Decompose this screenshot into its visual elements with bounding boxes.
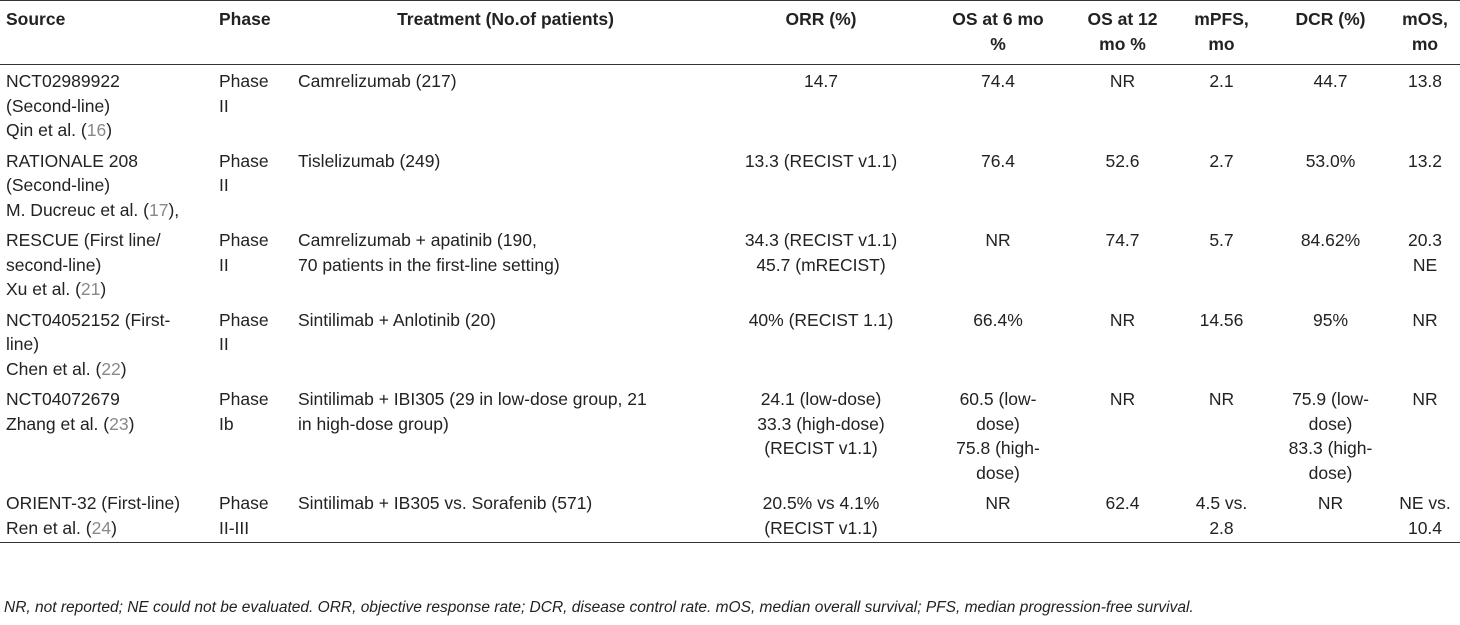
header-os6: OS at 6 mo % <box>952 9 1044 54</box>
cell-treatment: Camrelizumab (217) <box>298 71 457 91</box>
cell-mpfs: 14.56 <box>1199 309 1244 330</box>
header-os12: OS at 12 mo % <box>1087 9 1158 54</box>
cell-mpfs: 2.1 <box>1209 71 1234 91</box>
header-mos: mOS, mo <box>1402 9 1448 54</box>
source-text: NCT02989922 (Second-line) Qin et al. ( <box>6 71 120 140</box>
cell-orr: 14.7 <box>803 71 839 91</box>
header-phase: Phase <box>219 9 271 29</box>
cell-mpfs: NR <box>1208 389 1235 409</box>
reference-number: 16 <box>86 120 107 140</box>
cell-treatment: Sintilimab + IBI305 (29 in low-dose grou… <box>298 389 647 434</box>
cell-os6: 76.4 <box>980 150 1016 171</box>
cell-dcr: 75.9 (low- dose) 83.3 (high- dose) <box>1288 389 1373 483</box>
source-text: NCT04052152 (First- line) Chen et al. ( <box>6 309 171 379</box>
header-source: Source <box>6 9 66 29</box>
cell-source: RATIONALE 208 (Second-line) M. Ducreuc e… <box>0 145 213 225</box>
cell-os12: 74.7 <box>1105 230 1140 250</box>
cell-dcr: 84.62% <box>1300 230 1361 250</box>
cell-orr: 40% (RECIST 1.1) <box>748 309 894 330</box>
cell-source: NCT04052152 (First- line) Chen et al. (2… <box>0 304 213 384</box>
cell-os12: NR <box>1109 309 1136 330</box>
cell-phase: Phase II <box>219 309 269 355</box>
source-text: RESCUE (First line/ second-line) Xu et a… <box>6 230 161 299</box>
cell-orr: 20.5% vs 4.1% (RECIST v1.1) <box>762 493 880 538</box>
cell-dcr: 53.0% <box>1305 150 1356 171</box>
cell-mos: NR <box>1412 309 1438 330</box>
cell-mos: NE vs. 10.4 <box>1399 493 1451 538</box>
table-row: NCT04072679 Zhang et al. (23) Phase Ib Sin… <box>0 383 1460 487</box>
cell-phase: Phase Ib <box>219 389 269 434</box>
source-text-end: ) <box>106 120 113 140</box>
cell-phase: Phase II-III <box>219 493 269 538</box>
table-row: NCT02989922 (Second-line) Qin et al. (16… <box>0 65 1460 145</box>
cell-treatment: Sintilimab + IB305 vs. Sorafenib (571) <box>298 493 593 513</box>
source-text-end: ) <box>120 358 127 379</box>
source-text: RATIONALE 208 (Second-line) M. Ducreuc e… <box>6 150 149 220</box>
cell-source: RESCUE (First line/ second-line) Xu et a… <box>0 224 213 304</box>
table-row: NCT04052152 (First- line) Chen et al. (2… <box>0 304 1460 384</box>
cell-treatment: Tislelizumab (249) <box>298 150 441 171</box>
cell-os6: 60.5 (low- dose) 75.8 (high- dose) <box>956 389 1040 483</box>
cell-orr: 13.3 (RECIST v1.1) <box>744 150 898 171</box>
source-text: ORIENT-32 (First-line) Ren et al. ( <box>6 493 181 538</box>
source-text-end: ), <box>168 199 180 220</box>
cell-os6: 66.4% <box>973 309 1023 330</box>
cell-source: NCT02989922 (Second-line) Qin et al. (16… <box>0 65 213 145</box>
cell-mpfs: 5.7 <box>1209 230 1234 250</box>
source-text-end: ) <box>100 279 107 299</box>
cell-source: NCT04072679 Zhang et al. (23) <box>0 383 213 487</box>
cell-os12: 52.6 <box>1105 150 1140 171</box>
table-row: ORIENT-32 (First-line) Ren et al. (24) Ph… <box>0 487 1460 543</box>
reference-number: 21 <box>80 279 101 299</box>
cell-mpfs: 4.5 vs. 2.8 <box>1195 493 1248 538</box>
cell-dcr: NR <box>1317 493 1344 513</box>
reference-number: 24 <box>91 517 112 538</box>
cell-os6: NR <box>985 493 1011 513</box>
table-row: RATIONALE 208 (Second-line) M. Ducreuc e… <box>0 145 1460 225</box>
cell-phase: Phase II <box>219 71 269 116</box>
header-row: Source Phase Treatment (No.of patients) … <box>0 0 1460 65</box>
header-dcr: DCR (%) <box>1295 9 1366 29</box>
results-table: Source Phase Treatment (No.of patients) … <box>0 0 1460 543</box>
header-mpfs: mPFS, mo <box>1194 9 1249 54</box>
cell-os12: NR <box>1109 389 1136 409</box>
cell-treatment: Sintilimab + Anlotinib (20) <box>298 309 496 330</box>
header-treatment: Treatment (No.of patients) <box>397 9 614 29</box>
source-text: NCT04072679 Zhang et al. ( <box>6 389 120 434</box>
cell-mpfs: 2.7 <box>1209 150 1234 171</box>
cell-os12: 62.4 <box>1105 493 1140 513</box>
reference-number: 23 <box>109 413 129 434</box>
cell-source: ORIENT-32 (First-line) Ren et al. (24) <box>0 487 213 543</box>
cell-dcr: 44.7 <box>1313 71 1348 91</box>
cell-os6: 74.4 <box>980 71 1016 91</box>
source-text-end: ) <box>128 413 135 434</box>
table-row: RESCUE (First line/ second-line) Xu et a… <box>0 224 1460 304</box>
cell-mos: 13.8 <box>1407 71 1443 91</box>
cell-phase: Phase II <box>219 150 269 196</box>
source-text-end: ) <box>111 517 117 538</box>
header-orr: ORR (%) <box>785 9 857 29</box>
cell-treatment: Camrelizumab + apatinib (190, 70 patient… <box>298 230 560 275</box>
cell-mos: 13.2 <box>1407 150 1443 171</box>
table-footnote: NR, not reported; NE could not be evalua… <box>4 599 1194 616</box>
cell-os12: NR <box>1109 71 1136 91</box>
cell-orr: 34.3 (RECIST v1.1) 45.7 (mRECIST) <box>744 230 898 275</box>
cell-dcr: 95% <box>1312 309 1349 330</box>
cell-mos: NR <box>1412 389 1438 409</box>
cell-orr: 24.1 (low-dose) 33.3 (high-dose) (RECIST… <box>757 389 885 458</box>
reference-number: 22 <box>101 358 121 379</box>
reference-number: 17 <box>148 199 169 220</box>
cell-phase: Phase II <box>219 230 269 275</box>
cell-os6: NR <box>985 230 1011 250</box>
cell-mos: 20.3 NE <box>1407 230 1443 275</box>
